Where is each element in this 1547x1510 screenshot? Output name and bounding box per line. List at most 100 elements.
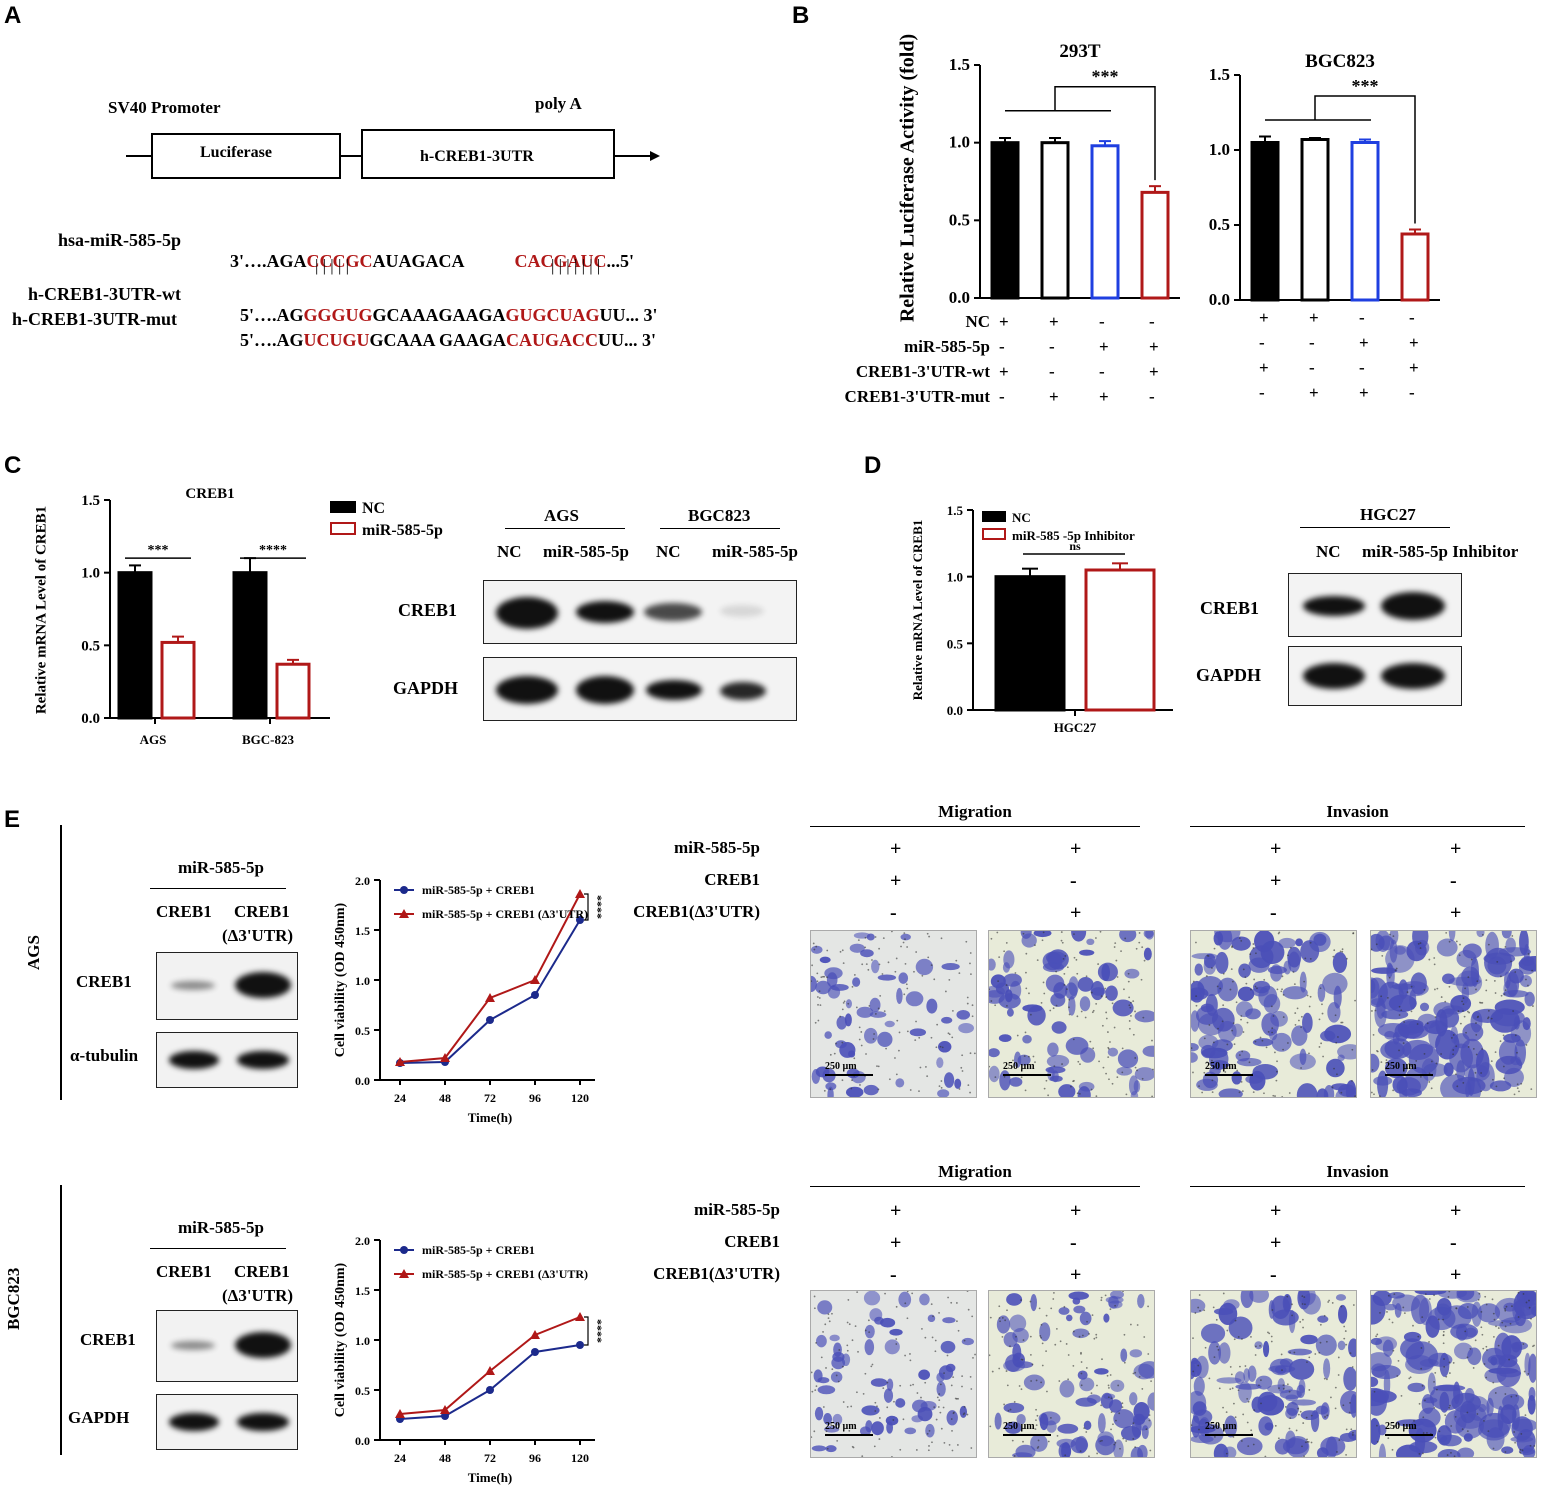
micrograph-invasion-2-pore (1403, 1312, 1406, 1314)
micrograph-invasion-1-pore (1236, 1069, 1239, 1072)
micrograph-invasion-1-pore (1259, 1344, 1261, 1347)
micrograph-invasion-2-cell (1437, 1448, 1461, 1457)
micrograph-invasion-2-pore (1433, 963, 1436, 966)
viability-chart-bgc823-sig: **** (591, 1319, 605, 1343)
micrograph-migration-2-pore (1034, 1061, 1036, 1064)
micrograph-migration-2-pore (1061, 941, 1064, 944)
micrograph-migration-1-pore (877, 1065, 880, 1068)
blot-d-lane-1: NC (1316, 542, 1341, 561)
micrograph-migration-2-pore (1025, 971, 1027, 974)
micrograph-invasion-2-pore (1378, 1095, 1381, 1097)
micrograph-invasion-1-pore (1319, 987, 1322, 990)
micrograph-migration-2-pore (1151, 1039, 1153, 1042)
micrograph-migration-1-cell (870, 1378, 888, 1387)
micrograph-invasion-1-pore (1234, 1416, 1237, 1419)
micrograph-migration-1-cell (904, 1427, 917, 1435)
micrograph-migration-1-pore (905, 983, 908, 986)
micrograph-migration-2-cell (1012, 1452, 1033, 1457)
micrograph-migration-1-pore (941, 1046, 944, 1049)
blot-c-lane-3: NC (656, 542, 681, 561)
micrograph-invasion-2-pore (1462, 1082, 1465, 1084)
micrograph-migration-2-cell (1143, 947, 1152, 961)
micrograph-migration-2-cell (1009, 1314, 1027, 1333)
micrograph-invasion-1-pore (1299, 1410, 1302, 1413)
micrograph-invasion-2-pore (1527, 984, 1529, 987)
chartB1-bar (1090, 144, 1120, 300)
micrograph-invasion-1-pore (1301, 1445, 1303, 1448)
micrograph-invasion-1-cell (1247, 1365, 1257, 1382)
micrograph-invasion-2-pore (1388, 976, 1391, 979)
micrograph-invasion-2-cell (1443, 1062, 1454, 1077)
viability-chart-bgc823-legend-label: miR-585-5p + CREB1 (422, 1243, 535, 1257)
micrograph-invasion-2-cell (1371, 1053, 1380, 1073)
legend-d-nc-swatch (982, 511, 1006, 522)
micrograph-migration-2-pore (1143, 1336, 1146, 1338)
micrograph-invasion-2-cell (1402, 1039, 1434, 1061)
micrograph-migration-2-cell (994, 1412, 1002, 1430)
micrograph-migration-2-pore (1020, 1076, 1023, 1079)
micrograph-migration-2-pore (1134, 1066, 1137, 1069)
micrograph-invasion-2-pore (1504, 946, 1507, 948)
micrograph-migration-2-pore (1105, 996, 1108, 998)
micrograph-invasion-1-pore (1297, 1413, 1300, 1416)
micrograph-migration-1-cells: 250 µm (811, 931, 976, 1097)
micrograph-invasion-1-cell (1267, 1384, 1293, 1394)
chartC-y-tick-label: 0.5 (81, 638, 100, 654)
micrograph-migration-2-pore (1042, 931, 1045, 934)
condition-sign: - (999, 387, 1005, 406)
blot-lane-label: CREB1 (156, 1262, 212, 1281)
blot-c-lane-4: miR-585-5p (712, 542, 798, 561)
micrograph-migration-2-pore (1130, 1014, 1132, 1017)
micrograph-migration-1-pore (874, 1013, 877, 1015)
micrograph-migration-2-pore (998, 1317, 1001, 1319)
assay-condition-label: CREB1 (704, 870, 760, 889)
micrograph-migration-2-pore (1107, 1384, 1110, 1387)
micrograph-invasion-1-pore (1198, 1294, 1201, 1296)
viability-chart-ags-point (485, 993, 495, 1002)
micrograph-invasion-1-cell (1337, 1044, 1356, 1060)
micrograph-migration-1-pore (841, 1008, 844, 1011)
micrograph-invasion-1-scalebar-label: 250 µm (1205, 1061, 1237, 1072)
micrograph-invasion-2-cell (1476, 931, 1485, 938)
micrograph-invasion-2-pore (1481, 1001, 1484, 1004)
micrograph-invasion-1-pore (1310, 1441, 1313, 1444)
micrograph-invasion-2-pore (1483, 1420, 1485, 1422)
micrograph-invasion-2-pore (1466, 1306, 1469, 1308)
micrograph-invasion-1-pore (1229, 1388, 1232, 1391)
mirna-sequence: 3'….AGACCCGCAUAGACA CACGAUC...5' (230, 251, 635, 271)
micrograph-migration-1-pore (811, 1371, 813, 1374)
micrograph-invasion-1-pore (1270, 1335, 1273, 1338)
micrograph-invasion-2-pore (1372, 1033, 1375, 1036)
blot-d-row-creb1: CREB1 (1200, 598, 1260, 618)
micrograph-migration-1-cell (961, 1337, 974, 1346)
micrograph-migration-2-pore (1035, 1424, 1038, 1427)
micrograph-migration-1-pore (948, 1443, 951, 1446)
viability-chart-ags-y-tick-label: 1.5 (355, 924, 370, 938)
micrograph-invasion-2-pore (1499, 1040, 1502, 1043)
micrograph-invasion-2-pore (1392, 935, 1395, 938)
viability-chart-ags-sig-bracket (584, 893, 589, 921)
micrograph-migration-2-pore (1005, 942, 1008, 944)
micrograph-migration-1-pore (915, 1020, 917, 1023)
micrograph-invasion-2-pore (1519, 1448, 1522, 1451)
micrograph-migration-1-cell (883, 1388, 894, 1403)
assay-sign: - (890, 1264, 897, 1286)
chartB1-bracket (1054, 85, 1156, 181)
micrograph-invasion-1-pore (1278, 1387, 1280, 1390)
blot-band (169, 1413, 219, 1431)
micrograph-invasion-2-cell (1398, 1023, 1429, 1040)
micrograph-invasion-2-pore (1480, 1310, 1483, 1313)
micrograph-migration-1-pore (938, 1085, 941, 1088)
micrograph-migration-1-pore (818, 990, 821, 993)
micrograph-invasion-1-cell (1191, 953, 1218, 960)
micrograph-invasion-2-pore (1464, 1330, 1467, 1333)
micrograph-invasion-1-pore (1250, 1335, 1252, 1338)
micrograph-migration-2-pore (1106, 1374, 1109, 1377)
micrograph-migration-2-cell (998, 993, 1021, 1009)
micrograph-migration-2-cell (1103, 1313, 1110, 1323)
micrograph-invasion-1-cells: 250 µm (1191, 931, 1356, 1097)
micrograph-invasion-1-pore (1351, 1434, 1354, 1436)
micrograph-migration-1-pore (924, 1336, 927, 1339)
micrograph-invasion-2-pore (1438, 1430, 1441, 1433)
micrograph-invasion-2-pore (1513, 1093, 1516, 1096)
